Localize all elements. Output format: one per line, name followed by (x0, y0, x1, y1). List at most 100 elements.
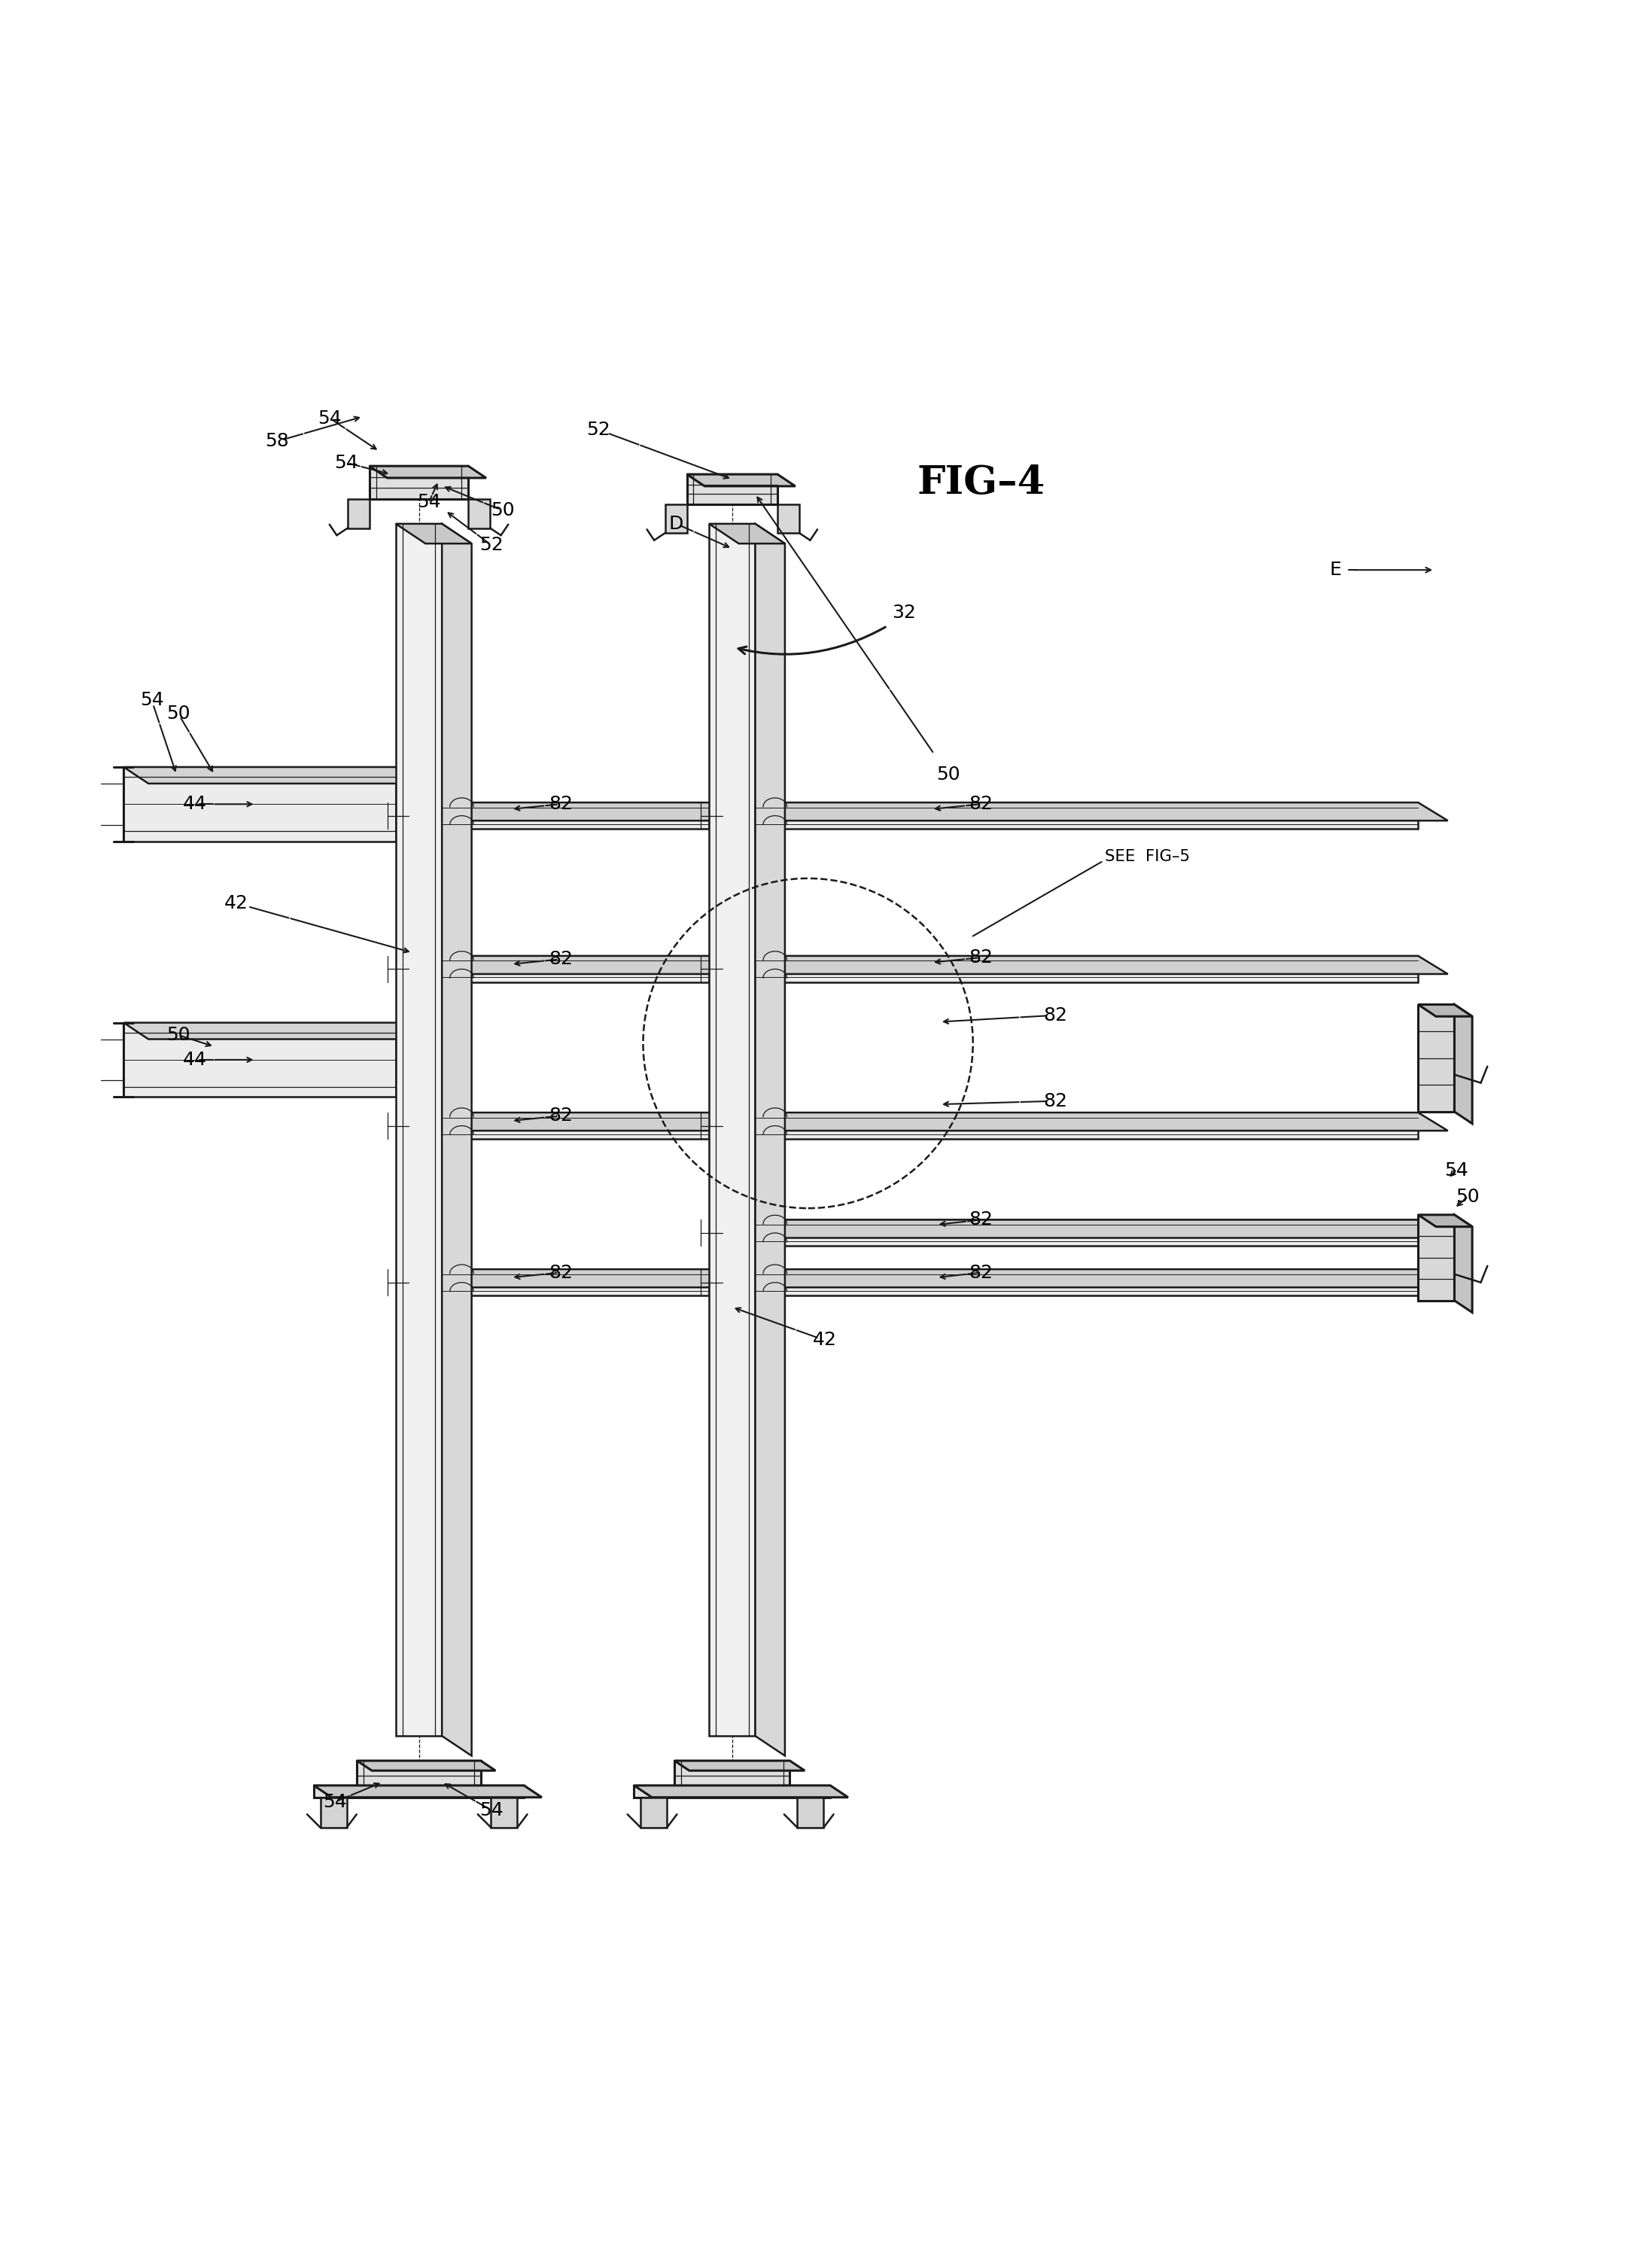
Text: 82: 82 (1044, 1091, 1067, 1109)
Polygon shape (755, 955, 1448, 973)
Text: 82: 82 (549, 1263, 572, 1281)
FancyArrowPatch shape (445, 1785, 475, 1801)
Text: 54: 54 (1445, 1161, 1468, 1179)
FancyArrowPatch shape (449, 513, 477, 533)
FancyArrowPatch shape (160, 723, 176, 771)
Polygon shape (124, 1023, 396, 1098)
Polygon shape (755, 803, 1448, 821)
FancyArrowPatch shape (290, 919, 409, 953)
FancyArrowPatch shape (1354, 567, 1431, 572)
Polygon shape (755, 1114, 1448, 1132)
FancyArrowPatch shape (514, 1275, 544, 1279)
Polygon shape (396, 524, 442, 1735)
Text: 82: 82 (549, 1107, 572, 1125)
Polygon shape (369, 465, 486, 479)
Polygon shape (442, 524, 472, 1755)
Polygon shape (442, 955, 739, 973)
Text: 50: 50 (167, 1025, 190, 1043)
Polygon shape (778, 503, 800, 533)
Polygon shape (320, 1799, 346, 1828)
Polygon shape (348, 499, 369, 528)
Polygon shape (313, 1785, 524, 1799)
Polygon shape (755, 1114, 1418, 1139)
FancyArrowPatch shape (361, 467, 388, 474)
Polygon shape (798, 1799, 824, 1828)
Polygon shape (709, 524, 755, 1735)
Polygon shape (1418, 1216, 1473, 1227)
Text: 50: 50 (1456, 1188, 1479, 1207)
Text: 54: 54 (140, 692, 163, 710)
Polygon shape (1418, 1216, 1454, 1300)
Text: 32: 32 (892, 603, 915, 621)
FancyArrowPatch shape (739, 626, 886, 653)
Polygon shape (633, 1785, 831, 1799)
Polygon shape (1418, 1005, 1473, 1016)
FancyArrowPatch shape (305, 417, 359, 433)
Text: 58: 58 (265, 433, 289, 451)
Polygon shape (442, 1114, 739, 1132)
Polygon shape (633, 1785, 848, 1796)
FancyArrowPatch shape (1458, 1202, 1463, 1207)
FancyArrowPatch shape (191, 1039, 211, 1046)
Polygon shape (709, 524, 785, 544)
Text: 54: 54 (335, 454, 358, 472)
Polygon shape (369, 465, 468, 499)
Polygon shape (640, 1799, 666, 1828)
FancyArrowPatch shape (214, 803, 252, 807)
FancyArrowPatch shape (351, 1783, 379, 1796)
Polygon shape (755, 1220, 1418, 1245)
Text: 54: 54 (417, 494, 440, 510)
FancyArrowPatch shape (940, 1222, 966, 1227)
FancyArrowPatch shape (514, 1118, 544, 1123)
Text: 42: 42 (813, 1331, 836, 1349)
Polygon shape (686, 474, 795, 485)
Text: 82: 82 (970, 1263, 993, 1281)
Text: 50: 50 (167, 705, 190, 723)
FancyArrowPatch shape (190, 733, 213, 771)
Text: 52: 52 (480, 535, 503, 553)
Polygon shape (755, 524, 785, 1755)
Polygon shape (1454, 1005, 1473, 1123)
Polygon shape (124, 767, 396, 841)
Polygon shape (1454, 1216, 1473, 1313)
FancyArrowPatch shape (935, 959, 965, 964)
Polygon shape (755, 955, 1418, 982)
Text: 50: 50 (937, 764, 960, 782)
Polygon shape (665, 503, 686, 533)
Text: 54: 54 (318, 408, 341, 426)
FancyArrowPatch shape (1451, 1170, 1456, 1175)
Polygon shape (468, 499, 490, 528)
FancyArrowPatch shape (514, 805, 544, 810)
Polygon shape (442, 803, 739, 821)
FancyArrowPatch shape (640, 445, 729, 479)
FancyArrowPatch shape (432, 485, 437, 494)
Text: 54: 54 (480, 1801, 503, 1819)
FancyArrowPatch shape (694, 533, 729, 547)
Polygon shape (124, 1023, 420, 1039)
Text: 52: 52 (587, 422, 610, 438)
Polygon shape (491, 1799, 518, 1828)
Polygon shape (755, 803, 1418, 828)
Polygon shape (396, 524, 472, 544)
Polygon shape (755, 1270, 1418, 1295)
FancyArrowPatch shape (514, 962, 544, 966)
Text: 82: 82 (549, 950, 572, 968)
Text: D: D (669, 515, 683, 533)
Text: 82: 82 (970, 1211, 993, 1229)
Polygon shape (442, 1270, 709, 1295)
Polygon shape (755, 1220, 1448, 1238)
Text: 54: 54 (323, 1794, 346, 1810)
Polygon shape (356, 1760, 482, 1785)
Text: 82: 82 (970, 796, 993, 814)
Polygon shape (442, 955, 709, 982)
Text: 50: 50 (491, 501, 514, 519)
Polygon shape (442, 803, 709, 828)
Polygon shape (124, 767, 420, 782)
Polygon shape (356, 1760, 495, 1771)
FancyArrowPatch shape (935, 805, 965, 810)
Polygon shape (442, 1114, 709, 1139)
Text: 82: 82 (1044, 1007, 1067, 1025)
Text: E: E (1329, 560, 1342, 578)
FancyArrowPatch shape (346, 429, 376, 449)
Polygon shape (442, 1270, 739, 1288)
